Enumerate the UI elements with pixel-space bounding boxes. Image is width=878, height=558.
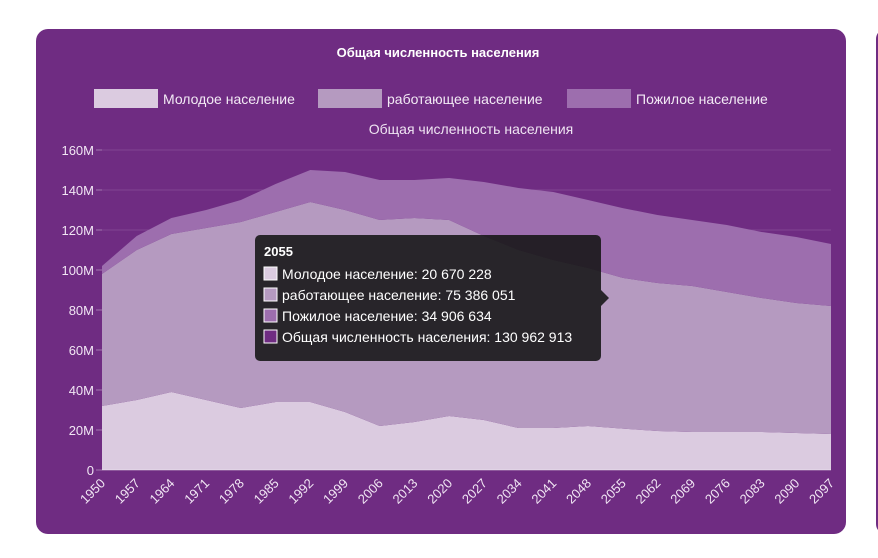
tooltip-caret bbox=[601, 290, 609, 306]
tooltip-box bbox=[255, 235, 601, 361]
legend-swatch bbox=[318, 89, 382, 108]
legend-item[interactable]: работающее население bbox=[318, 89, 543, 108]
y-tick-label: 120M bbox=[61, 223, 94, 238]
x-tick-label: 2076 bbox=[702, 476, 733, 507]
tooltip-line: Общая численность населения: 130 962 913 bbox=[282, 329, 572, 345]
x-tick-label: 2034 bbox=[494, 476, 525, 507]
x-tick-label: 2062 bbox=[632, 476, 663, 507]
y-tick-label: 140M bbox=[61, 183, 94, 198]
legend-label: Молодое население bbox=[163, 91, 295, 107]
x-tick-label: 2020 bbox=[424, 476, 455, 507]
legend: Молодое население работающее население Пож… bbox=[94, 89, 768, 108]
legend-swatch bbox=[94, 89, 158, 108]
y-tick-label: 100M bbox=[61, 263, 94, 278]
x-tick-label: 2027 bbox=[459, 476, 490, 507]
y-tick-label: 40M bbox=[69, 383, 94, 398]
legend-item[interactable]: Молодое население bbox=[94, 89, 295, 108]
x-tick-label: 1999 bbox=[320, 476, 351, 507]
tooltip-line: Пожилое население: 34 906 634 bbox=[282, 308, 492, 324]
tooltip-swatch bbox=[263, 287, 278, 302]
tooltip-swatch bbox=[263, 329, 278, 344]
x-tick-label: 2055 bbox=[598, 476, 629, 507]
tooltip-title: 2055 bbox=[264, 244, 293, 259]
tooltip-line: работающее население: 75 386 051 bbox=[282, 287, 516, 303]
x-tick-label: 1985 bbox=[251, 476, 282, 507]
population-chart[interactable]: Общая численность населения Молодое насе… bbox=[36, 29, 846, 534]
legend-swatch bbox=[567, 89, 631, 108]
x-tick-label: 2090 bbox=[771, 476, 802, 507]
y-tick-label: 20M bbox=[69, 423, 94, 438]
y-tick-label: 80M bbox=[69, 303, 94, 318]
x-tick-label: 1950 bbox=[77, 476, 108, 507]
x-tick-label: 2083 bbox=[737, 476, 768, 507]
x-tick-label: 1957 bbox=[112, 476, 143, 507]
x-tick-label: 2013 bbox=[389, 476, 420, 507]
tooltip: 2055 Молодое население: 20 670 228 работаю… bbox=[255, 235, 609, 361]
chart-title: Общая численность населения bbox=[337, 45, 540, 60]
x-tick-label: 1964 bbox=[146, 476, 177, 507]
legend-label: Пожилое население bbox=[636, 91, 768, 107]
x-tick-label: 2006 bbox=[355, 476, 386, 507]
x-tick-label: 1992 bbox=[285, 476, 316, 507]
x-tick-label: 2048 bbox=[563, 476, 594, 507]
x-tick-label: 2069 bbox=[667, 476, 698, 507]
y-tick-label: 160M bbox=[61, 143, 94, 158]
x-tick-label: 1978 bbox=[216, 476, 247, 507]
y-tick-label: 60M bbox=[69, 343, 94, 358]
x-tick-label: 2097 bbox=[806, 476, 837, 507]
legend-item[interactable]: Пожилое население bbox=[567, 89, 768, 108]
area-series[interactable] bbox=[102, 170, 831, 306]
tooltip-swatch bbox=[263, 266, 278, 281]
y-tick-label: 0 bbox=[87, 463, 94, 478]
x-tick-label: 1971 bbox=[181, 476, 212, 507]
x-tick-label: 2041 bbox=[528, 476, 559, 507]
chart-subtitle: Общая численность населения bbox=[369, 121, 574, 137]
y-axis: 0 20M 40M 60M 80M 100M 120M 140M 160M bbox=[61, 143, 102, 478]
legend-label: работающее население bbox=[387, 91, 543, 107]
x-axis: 1950 1957 1964 1971 1978 1985 1992 1999 2006 2013… bbox=[77, 469, 837, 507]
area-series[interactable] bbox=[102, 392, 831, 470]
tooltip-swatch bbox=[263, 308, 278, 323]
chart-card: Общая численность населения Молодое насе… bbox=[36, 29, 846, 534]
tooltip-line: Молодое население: 20 670 228 bbox=[282, 266, 492, 282]
